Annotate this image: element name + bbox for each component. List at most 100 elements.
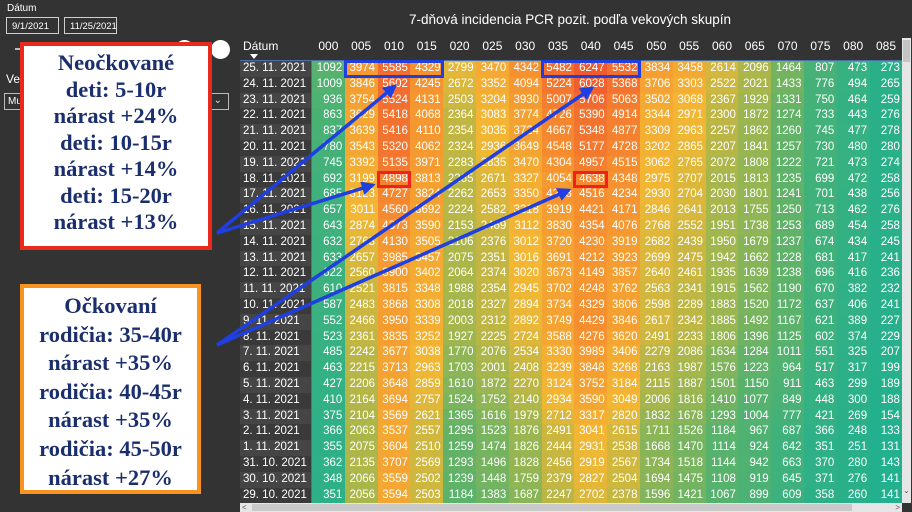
column-header-date[interactable]: Dátum [243,38,278,60]
column-header-060[interactable]: 060 [711,39,732,53]
heatmap-cell: 5063 [607,92,641,109]
column-header-020[interactable]: 020 [449,39,470,53]
heatmap-cell: 2444 [541,440,575,456]
date-to-input[interactable]: 11/25/2021 [64,17,117,34]
heatmap-cell: 2931 [574,440,608,456]
heatmap-cell: 2063 [344,424,379,441]
heatmap-cell: 299 [836,377,871,393]
row-date: 14. 11. 2021 [240,234,311,251]
heatmap-cell: 2491 [640,329,674,346]
scroll-left-icon[interactable]: < [242,503,247,512]
heatmap-cell: 2598 [640,298,674,314]
date-from-input[interactable]: 9/1/2021 [6,17,59,34]
heatmap-cell: 3639 [344,124,379,140]
column-header-025[interactable]: 025 [482,39,503,53]
column-header-070[interactable]: 070 [777,39,798,53]
heatmap-cell: 5390 [574,108,608,125]
heatmap-cell: 189 [869,377,903,393]
table-row: 5. 11. 2021 427 2206 3648 2859 1610 1872 2270 31… [240,377,903,393]
row-date: 11. 11. 2021 [240,282,311,298]
column-header-080[interactable]: 080 [843,39,864,53]
heatmap-cell: 3062 [640,155,674,172]
heatmap-cell: 2557 [410,424,444,441]
slider-thumb-end[interactable] [211,40,230,59]
heatmap-cell: 3123 [344,187,379,204]
table-row: 20. 11. 2021 780 3543 5320 4062 2324 2936 3649 4… [240,140,903,156]
table-row: 12. 11. 2021 622 2560 3900 3402 2064 2374 3020 3… [240,266,903,283]
heatmap-cell: 3327 [508,171,543,188]
heatmap-cell: 248 [836,424,871,441]
heatmap-cell: 2682 [640,234,674,251]
column-header-045[interactable]: 045 [613,39,634,53]
heatmap-cell: 1662 [738,250,772,267]
heatmap-cell: 1927 [443,329,477,346]
heatmap-cell: 2312 [476,313,510,330]
heatmap-cell: 463 [804,377,838,393]
heatmap-cell: 685 [312,187,346,204]
heatmap-cell: 3813 [410,171,444,188]
heatmap-cell: 4354 [574,219,608,235]
heatmap-cell: 3923 [607,250,641,267]
column-header-000[interactable]: 000 [318,39,339,53]
heatmap-cell: 2367 [705,92,739,109]
heatmap-cell: 1365 [443,408,477,425]
heatmap-cell: 3112 [508,219,543,235]
heatmap-cell: 3752 [574,377,608,393]
column-header-065[interactable]: 065 [744,39,765,53]
scroll-down-icon[interactable]: ⌄ [903,486,910,495]
heatmap-cell: 2075 [443,250,477,267]
heatmap-cell: 2300 [705,108,739,125]
column-header-010[interactable]: 010 [383,39,404,53]
column-header-085[interactable]: 085 [875,39,896,53]
column-header-055[interactable]: 055 [679,39,700,53]
heatmap-cell: 2056 [344,487,379,504]
heatmap-cell: 3846 [344,76,379,93]
heatmap-cell: 2247 [541,487,575,504]
table-row: 13. 11. 2021 633 2657 3985 3457 2075 2351 3016 3… [240,250,903,267]
column-header-035[interactable]: 035 [547,39,568,53]
heatmap-cell: 2971 [672,108,707,125]
heatmap-cell: 642 [771,440,805,456]
heatmap-cell: 2456 [541,456,575,472]
vertical-scrollbar[interactable]: ⌄ [902,38,911,503]
heatmap-cell: 1410 [705,392,739,409]
heatmap-cell: 3012 [508,234,543,251]
heatmap-cell: 1816 [672,392,707,409]
heatmap-cell: 375 [312,408,346,425]
column-header-040[interactable]: 040 [580,39,601,53]
heatmap-cell: 448 [804,392,838,409]
row-date: 6. 11. 2021 [240,361,311,377]
heatmap-cell: 5532 [607,61,641,77]
heatmap-cell: 2563 [640,282,674,298]
heatmap-cell: 776 [804,76,838,93]
heatmap-cell: 899 [738,487,772,504]
row-date: 5. 11. 2021 [240,377,311,393]
heatmap-cell: 348 [312,471,346,488]
heatmap-cell: 609 [771,487,805,504]
age-dropdown-value: Mu [8,96,22,107]
column-header-075[interactable]: 075 [810,39,831,53]
heatmap-cell: 2135 [344,456,379,472]
heatmap-cell: 2945 [508,282,543,298]
table-row: 2. 11. 2021 366 2063 3537 2557 1295 1523 1876 24… [240,424,903,441]
heatmap-cell: 733 [804,108,838,125]
heatmap-cell: 325 [836,345,871,362]
heatmap-cell: 473 [836,155,871,172]
heatmap-cell: 1887 [672,377,707,393]
column-header-015[interactable]: 015 [416,39,437,53]
heatmap-cell: 3344 [640,108,674,125]
heatmap-cell: 259 [869,92,903,109]
heatmap-cell: 1222 [771,155,805,172]
note-line: nárast +35% [48,407,173,433]
vertical-scroll-thumb[interactable] [903,40,910,62]
heatmap-cell: 274 [869,155,903,172]
column-header-005[interactable]: 005 [351,39,372,53]
column-header-050[interactable]: 050 [646,39,667,53]
scroll-right-icon[interactable]: > [895,503,900,512]
column-header-030[interactable]: 030 [515,39,536,53]
heatmap-cell: 2614 [705,61,739,77]
horizontal-scrollbar[interactable]: < > [240,503,902,512]
heatmap-cell: 551 [804,345,838,362]
horizontal-scroll-thumb[interactable] [252,504,852,511]
heatmap-cell: 2504 [607,471,641,488]
